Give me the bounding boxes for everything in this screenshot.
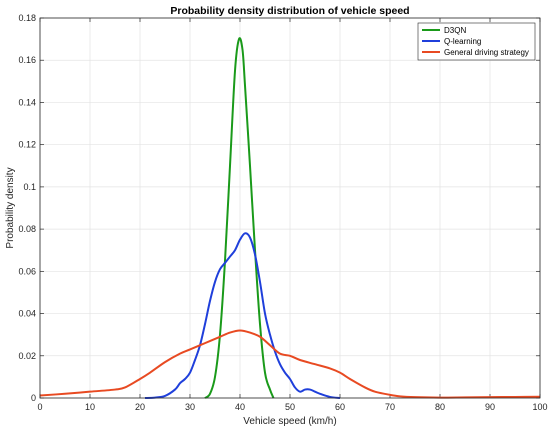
x-tick-label: 70 bbox=[385, 402, 395, 412]
x-tick-label: 60 bbox=[335, 402, 345, 412]
y-tick-label: 0.02 bbox=[18, 351, 36, 361]
series-group bbox=[39, 37, 541, 399]
y-tick-label: 0.18 bbox=[18, 13, 36, 23]
x-tick-label: 30 bbox=[185, 402, 195, 412]
x-tick-label: 80 bbox=[435, 402, 445, 412]
y-tick-label: 0.08 bbox=[18, 224, 36, 234]
legend-label: Q-learning bbox=[444, 37, 481, 46]
series-line-q-learning bbox=[144, 232, 341, 399]
x-tick-label: 50 bbox=[285, 402, 295, 412]
y-tick-label: 0.14 bbox=[18, 97, 36, 107]
y-tick-label: 0.1 bbox=[23, 182, 36, 192]
legend-label: General driving strategy bbox=[444, 48, 529, 57]
legend-label: D3QN bbox=[444, 26, 466, 35]
series-line-d3qn bbox=[204, 37, 275, 399]
chart-title: Probability density distribution of vehi… bbox=[170, 5, 409, 17]
series-line-general-driving-strategy bbox=[39, 329, 541, 399]
x-tick-label: 20 bbox=[135, 402, 145, 412]
y-tick-label: 0.06 bbox=[18, 266, 36, 276]
plot-frame bbox=[39, 17, 541, 399]
y-tick-label: 0.04 bbox=[18, 309, 36, 319]
legend: D3QN Q-learning General driving strategy bbox=[417, 22, 536, 61]
x-axis-label: Vehicle speed (km/h) bbox=[243, 416, 336, 427]
x-tick-label: 100 bbox=[532, 402, 547, 412]
y-tick-label: 0.12 bbox=[18, 140, 36, 150]
x-tick-label: 40 bbox=[235, 402, 245, 412]
x-tick-label: 90 bbox=[485, 402, 495, 412]
x-tick-label: 10 bbox=[85, 402, 95, 412]
y-tick-label: 0 bbox=[31, 393, 36, 403]
y-tick-label: 0.16 bbox=[18, 55, 36, 65]
x-tick-label: 0 bbox=[37, 402, 42, 412]
y-axis-label: Probability density bbox=[5, 167, 16, 248]
